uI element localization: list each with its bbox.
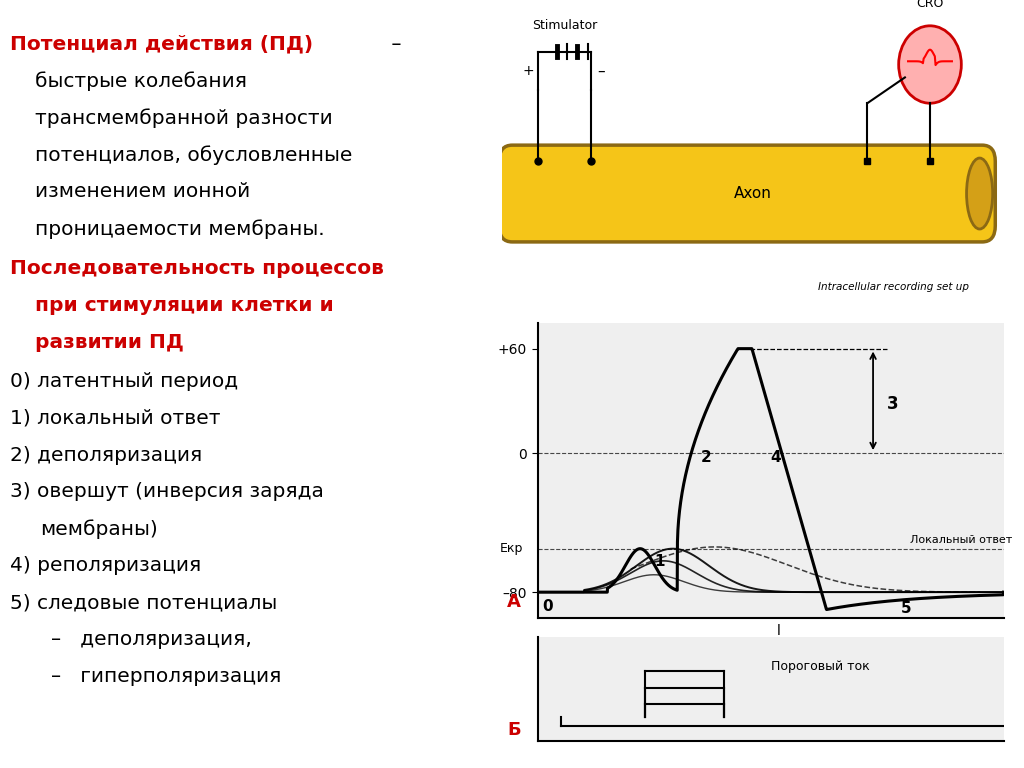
Text: 5: 5 [901, 601, 911, 616]
Text: –: – [597, 64, 605, 78]
Text: –: – [385, 35, 401, 54]
Text: –   деполяризация,: – деполяризация, [51, 630, 252, 649]
Circle shape [899, 26, 962, 103]
Text: 1: 1 [654, 554, 665, 569]
Text: 3) овершут (инверсия заряда: 3) овершут (инверсия заряда [10, 482, 324, 502]
Text: при стимуляции клетки и: при стимуляции клетки и [36, 296, 334, 316]
Text: Екр: Екр [501, 542, 523, 555]
Text: изменением ионной: изменением ионной [36, 182, 251, 201]
Text: Intracellular recording set up: Intracellular recording set up [818, 282, 969, 292]
Text: потенциалов, обусловленные: потенциалов, обусловленные [36, 145, 353, 165]
Text: 1) локальный ответ: 1) локальный ответ [10, 409, 220, 428]
FancyBboxPatch shape [499, 145, 995, 242]
Text: l: l [776, 624, 780, 638]
Text: 2: 2 [700, 450, 712, 465]
Text: 3: 3 [887, 396, 899, 413]
Text: 5) следовые потенциалы: 5) следовые потенциалы [10, 593, 278, 612]
Text: –   гиперполяризация: – гиперполяризация [51, 667, 281, 686]
Text: мембраны): мембраны) [41, 519, 159, 539]
Text: Stimulator: Stimulator [531, 19, 597, 32]
Text: Б: Б [507, 721, 521, 739]
Text: CRO: CRO [916, 0, 944, 10]
Text: А: А [507, 593, 521, 611]
Text: 4) реполяризация: 4) реполяризация [10, 556, 202, 575]
Text: 0) латентный период: 0) латентный период [10, 372, 239, 391]
Ellipse shape [967, 158, 992, 229]
Text: быстрые колебания: быстрые колебания [36, 71, 248, 91]
Text: 0: 0 [543, 599, 553, 614]
Text: 4: 4 [770, 450, 781, 465]
Text: Axon: Axon [733, 186, 771, 201]
Text: Потенциал действия (ПД): Потенциал действия (ПД) [10, 35, 313, 54]
Text: проницаемости мембраны.: проницаемости мембраны. [36, 219, 325, 239]
Text: трансмембранной разности: трансмембранной разности [36, 108, 333, 128]
Text: +: + [522, 64, 534, 78]
Text: 2) деполяризация: 2) деполяризация [10, 445, 203, 465]
Text: развитии ПД: развитии ПД [36, 333, 184, 353]
Text: Пороговый ток: Пороговый ток [770, 660, 869, 673]
Text: Локальный ответ: Локальный ответ [910, 535, 1013, 545]
Text: Последовательность процессов: Последовательность процессов [10, 260, 384, 279]
